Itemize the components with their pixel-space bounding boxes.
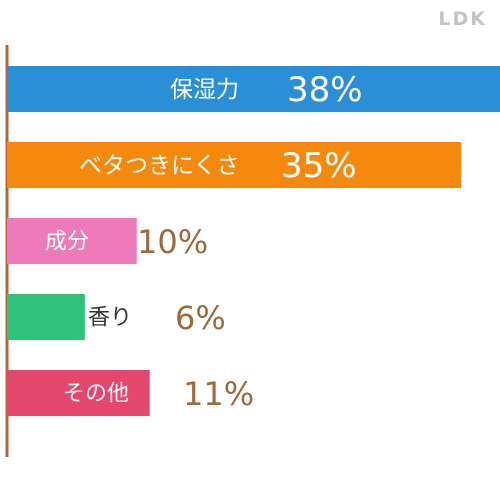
category-label-3: 成分 [45, 230, 89, 255]
bar-2 [7, 142, 462, 188]
category-label-1: 保湿力 [170, 77, 239, 103]
category-label-4: 香り [88, 306, 132, 331]
bar-1 [7, 66, 500, 112]
bar-4 [7, 294, 85, 340]
bar-5 [7, 370, 150, 416]
bar-3 [7, 218, 137, 264]
value-label-1: 38% [287, 70, 363, 110]
value-label-2: 35% [281, 146, 357, 186]
value-label-5: 11% [183, 375, 254, 413]
brand-logo: LDK [438, 8, 487, 30]
value-label-3: 10% [137, 223, 208, 261]
value-label-4: 6% [175, 299, 226, 337]
category-label-5: その他 [63, 382, 129, 407]
category-label-2: ベタつきにくさ [79, 153, 240, 179]
